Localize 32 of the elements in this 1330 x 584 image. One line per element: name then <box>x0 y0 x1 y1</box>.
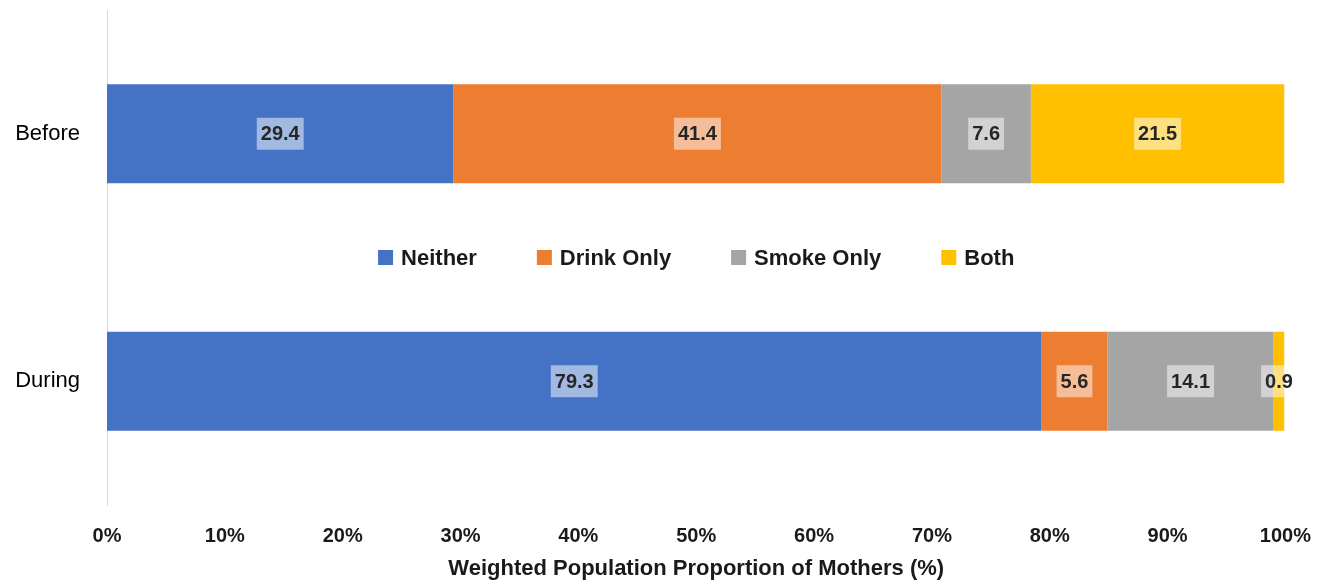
legend-label: Neither <box>401 244 478 270</box>
x-tick-label: 20% <box>322 523 363 546</box>
data-label: 7.6 <box>972 122 1001 145</box>
bar <box>941 84 1031 184</box>
data-label: 41.4 <box>677 122 718 145</box>
y-tick-label: During <box>15 367 80 393</box>
x-tick-label: 0% <box>92 523 122 546</box>
bar <box>1030 84 1285 184</box>
x-tick-label: 30% <box>440 523 481 546</box>
bar <box>107 84 454 184</box>
bar <box>107 331 1042 431</box>
bar <box>453 84 942 184</box>
x-axis-title: Weighted Population Proportion of Mothers (%) <box>448 554 945 580</box>
x-tick-label: 50% <box>676 523 717 546</box>
data-label: 21.5 <box>1138 122 1178 145</box>
data-label: 14.1 <box>1171 369 1211 392</box>
x-tick-label: 40% <box>558 523 599 546</box>
legend-label: Smoke Only <box>754 244 883 270</box>
y-tick-label: Before <box>15 119 80 145</box>
data-label: 5.6 <box>1060 369 1089 392</box>
data-label: 0.9 <box>1265 369 1293 392</box>
x-tick-label: 80% <box>1029 523 1070 546</box>
x-tick-label: 70% <box>911 523 953 546</box>
x-tick-label: 100% <box>1259 523 1312 546</box>
bar <box>1041 331 1108 431</box>
legend-label: Both <box>964 244 1015 270</box>
data-label: 79.3 <box>554 369 594 392</box>
data-label: 29.4 <box>260 122 301 145</box>
x-tick-label: 10% <box>204 523 246 546</box>
x-tick-label: 90% <box>1147 523 1188 546</box>
legend-label: Drink Only <box>559 244 672 270</box>
x-tick-label: 60% <box>794 523 835 546</box>
